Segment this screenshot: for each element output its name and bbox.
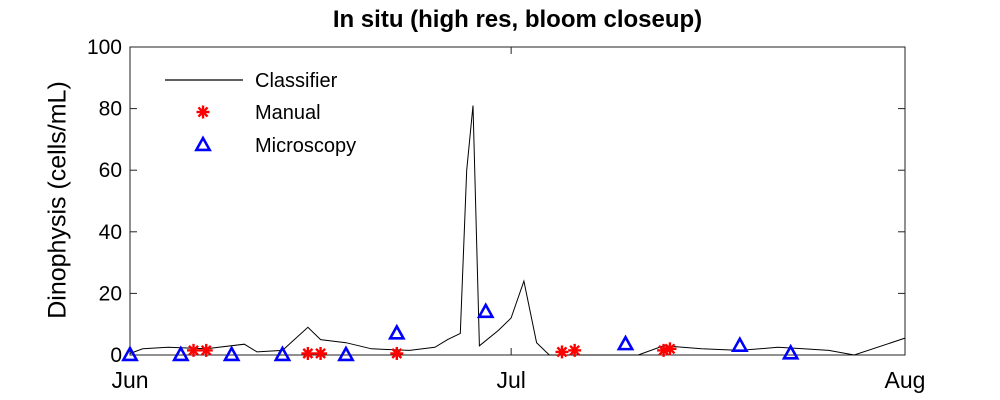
manual-marker-stroke [569,344,581,356]
manual-marker-stroke [302,348,314,359]
x-tick-label: Aug [885,367,926,393]
manual-marker-stroke [200,344,212,356]
manual-marker-stroke [664,343,676,355]
x-tick-label: Jun [111,367,148,393]
y-tick-label: 20 [99,282,122,305]
legend-label: Manual [255,102,321,124]
manual-marker [390,346,404,360]
manual-marker-stroke [658,344,670,356]
manual-marker [663,342,677,356]
microscopy-marker [476,302,495,319]
manual-marker-stroke [556,346,568,358]
legend-label: Microscopy [255,135,356,157]
y-tick-label: 60 [99,159,122,182]
axis-ticks: 0 20 40 60 80 100 Jun Jul Aug [87,36,926,393]
manual-marker [568,343,582,357]
legend-swatch-microscopy [194,135,212,152]
microscopy-marker [337,345,355,362]
y-tick-label: 40 [99,221,122,244]
legend-label: Classifier [255,70,338,92]
y-tick-label: 100 [87,36,122,59]
legend-swatch-manual [196,105,210,119]
chart-title: In situ (high res, bloom closeup) [332,6,703,33]
manual-marker [314,346,328,360]
manual-marker [301,346,315,360]
manual-marker [187,343,201,357]
manual-marker-stroke [315,348,326,359]
microscopy-marker [781,343,800,360]
microscopy-marker [387,323,406,340]
microscopy-marker [273,345,292,362]
microscopy-marker [730,336,749,352]
manual-marker [199,343,213,357]
manual-marker-stroke [391,348,403,359]
y-tick-label: 0 [110,344,122,367]
manual-marker [555,345,569,359]
legend: Classifier Manual Microscopy [165,70,356,157]
microscopy-marker [121,345,139,362]
series-layer [121,105,906,362]
y-tick-label: 80 [99,98,122,121]
axes-box [129,46,906,356]
microscopy-marker [222,345,241,362]
manual-marker-stroke [188,344,199,356]
microscopy-marker [616,334,635,351]
manual-marker-stroke [197,106,209,118]
classifier-line [129,105,906,356]
microscopy-marker [171,345,190,362]
x-tick-label: Jul [496,367,525,393]
